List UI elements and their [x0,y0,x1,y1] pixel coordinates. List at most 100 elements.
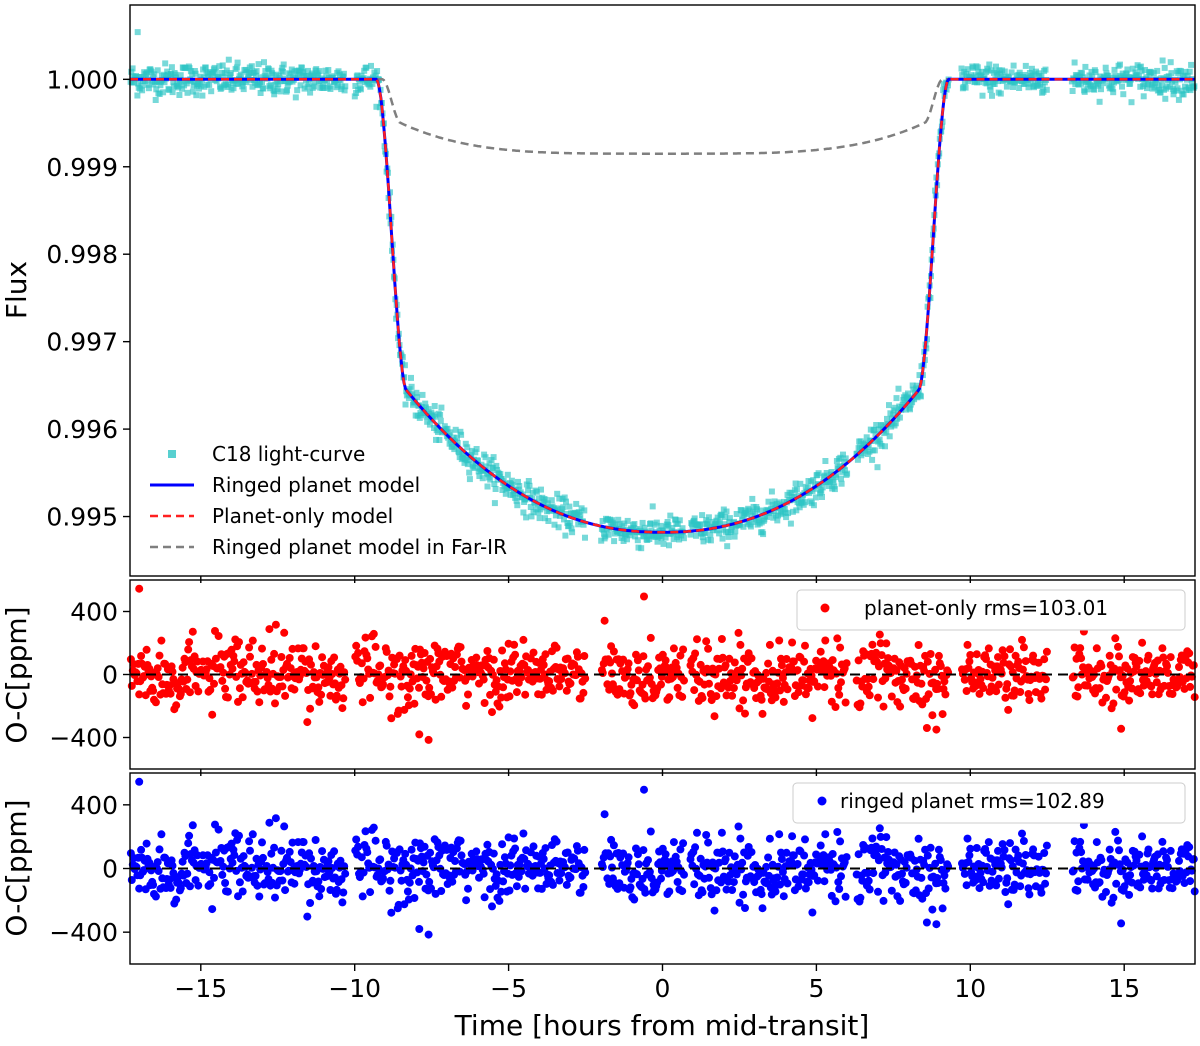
residual-data-point [1095,684,1104,693]
lightcurve-data-point [466,469,473,476]
lightcurve-data-point [1001,68,1008,75]
residual-data-point [626,883,635,892]
residual-data-point [427,690,435,699]
lightcurve-data-point [462,440,469,447]
residual-data-point [1168,884,1177,893]
lightcurve-data-point [804,484,811,491]
lightcurve-data-point [1098,86,1104,93]
residual-data-point [307,660,315,669]
lightcurve-data-point [1157,89,1164,96]
residual-data-point [387,714,396,723]
residual-data-point [896,896,905,905]
lightcurve-data-point [487,476,494,483]
lightcurve-data-point [1154,67,1161,74]
residual-data-point [324,857,333,866]
residual-data-point [183,869,192,878]
lightcurve-data-point [173,74,179,81]
residual-data-point [352,641,361,650]
lightcurve-data-point [1170,91,1177,98]
lightcurve-data-point [831,486,838,493]
lightcurve-data-point [725,533,732,540]
residual-data-point [221,879,230,887]
lightcurve-data-point [432,413,439,420]
residual-data-point [529,648,538,657]
lightcurve-data-point [1042,66,1049,73]
residual-data-point [552,837,561,846]
residual-data-point [881,674,890,683]
lightcurve-data-point [979,92,986,99]
residual-data-point [506,667,515,676]
residual-data-point [1019,643,1028,652]
residual-data-point [710,712,719,721]
residual-outlier-point [415,730,424,739]
legend-marker-c18 [168,450,176,458]
residual-data-point [386,876,395,885]
lightcurve-data-point [551,521,558,528]
residual-outlier-point [415,925,424,933]
residual-data-point [924,690,933,699]
residual-data-point [646,827,655,836]
residual-data-point [940,677,949,686]
residual-data-point [425,877,434,886]
residual-data-point [270,649,279,658]
lightcurve-data-point [338,83,345,90]
residual-data-point [246,652,254,661]
residual-data-point [366,693,375,702]
residual-data-point [634,666,643,675]
lightcurve-data-point [602,533,609,540]
lightcurve-data-point [687,531,694,538]
residual-data-point [315,697,324,706]
residual-data-point [315,892,324,901]
residual-outlier-point [424,735,433,744]
residual-data-point [758,709,767,718]
residual-data-point [1185,843,1194,852]
residual-data-point [539,855,548,863]
residual-data-point [1109,893,1118,902]
residual-data-point [1006,856,1015,865]
residual-data-point [211,848,220,857]
lightcurve-y-tick-label: 0.995 [46,503,118,532]
residual-data-point [1144,651,1153,660]
residual-data-point [721,855,730,864]
residual-data-point [420,842,429,851]
lightcurve-data-point [280,68,286,75]
residual-data-point [472,847,481,856]
lightcurve-data-point [654,538,661,545]
residual-data-point [941,884,950,893]
lightcurve-data-point [184,89,191,96]
residual-data-point [693,635,701,644]
lightcurve-data-point [974,64,981,71]
lightcurve-data-point [605,531,612,538]
residual-data-point [1118,865,1127,874]
lightcurve-data-point [555,524,562,531]
residual-ringed-y-tick-label: 0 [102,855,118,884]
residual-data-point [483,647,492,655]
residual-data-point [793,860,802,868]
residual-data-point [1001,888,1010,896]
residual-data-point [415,877,423,886]
residual-ringed-x-tick-label: 0 [655,974,671,1003]
residual-data-point [879,896,888,905]
lightcurve-data-point [1127,80,1134,87]
residual-data-point [994,680,1003,689]
residual-data-point [155,651,164,660]
lightcurve-data-point [886,433,893,440]
residual-data-point [267,849,276,858]
residual-data-point [223,693,232,702]
residual-data-point [979,878,988,887]
lightcurve-panel: 1.000 0.999 0.998 0.997 0.996 0.995 Flux C18 … [0,4,1198,583]
residual-data-point [696,660,705,669]
lightcurve-data-point [489,464,496,471]
residual-data-point [519,829,528,838]
residual-data-point [854,656,863,665]
residual-data-point [1042,869,1050,878]
residual-data-point [135,690,144,699]
residual-data-point [928,905,937,914]
residual-ringed-x-tick-label: 10 [954,974,986,1003]
lightcurve-data-point [562,532,569,539]
residual-data-point [816,647,825,656]
residual-data-point [1004,900,1013,909]
residual-data-point [1135,656,1144,665]
residual-data-point [994,874,1003,883]
residual-data-point [155,845,164,854]
